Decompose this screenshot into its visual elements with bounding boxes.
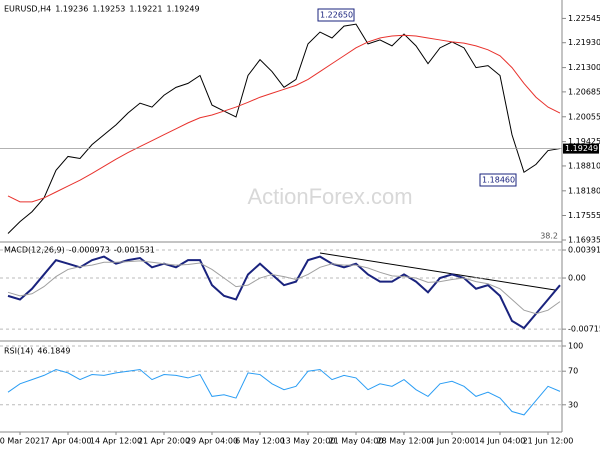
x-tick-label: 13 May 20:00 — [281, 437, 336, 446]
x-tick-label: 14 Jun 04:00 — [475, 437, 526, 446]
y-tick-label: 30 — [568, 400, 578, 409]
annotation-box — [317, 8, 355, 22]
current-price-box — [563, 143, 599, 154]
header-value: 1.19221 — [129, 5, 162, 14]
y-tick-label: 1.21930 — [568, 38, 600, 47]
y-tick-label: -0.007152 — [568, 325, 600, 334]
annotation: 1.18460 — [482, 176, 515, 185]
level-label: 38.2 — [540, 232, 558, 241]
panel-header: MACD(12,26,9) — [4, 246, 65, 255]
header-value: -0.000973 — [69, 246, 110, 255]
watermark: ActionForex.com — [247, 184, 412, 209]
x-tick-label: 29 Apr 04:00 — [186, 437, 238, 446]
header-value: 1.19236 — [55, 5, 88, 14]
x-tick-label: 28 May 12:00 — [377, 437, 432, 446]
x-tick-label: 6 May 12:00 — [235, 437, 285, 446]
y-tick-label: 70 — [568, 367, 578, 376]
x-tick-label: 30 Mar 2021 — [0, 437, 45, 446]
x-tick-label: 21 Apr 20:00 — [138, 437, 190, 446]
series-line — [7, 23, 561, 234]
y-tick-label: 1.18810 — [568, 161, 600, 170]
x-tick-label: 21 Jun 12:00 — [523, 437, 574, 446]
series-line — [7, 255, 561, 330]
panel-header: EURUSD,H4 — [4, 5, 51, 14]
header-value: 46.1849 — [37, 347, 70, 356]
series-line — [7, 368, 561, 416]
y-tick-label: 1.20685 — [568, 87, 600, 96]
annotation-box — [479, 173, 517, 187]
y-tick-label: 1.22545 — [568, 14, 600, 23]
series-line — [7, 34, 561, 203]
x-tick-label: 7 Apr 04:00 — [44, 437, 91, 446]
panel-header: RSI(14) — [4, 347, 33, 356]
y-tick-label: 1.21300 — [568, 63, 600, 72]
y-tick-label: 1.18180 — [568, 186, 600, 195]
header-value: 1.19253 — [92, 5, 125, 14]
annotation: 1.22650 — [320, 11, 353, 20]
x-tick-label: 21 May 04:00 — [329, 437, 384, 446]
y-tick-label: 0.00 — [568, 274, 586, 283]
trend-line — [319, 252, 556, 291]
y-tick-label: 1.16935 — [568, 236, 600, 245]
header-value: -0.001531 — [114, 246, 155, 255]
x-tick-label: 14 Apr 12:00 — [90, 437, 142, 446]
current-price-label: 1.19249 — [565, 144, 598, 153]
header-value: 1.19249 — [167, 5, 200, 14]
y-tick-label: 0.003917 — [568, 246, 600, 255]
series-line — [7, 260, 561, 315]
y-tick-label: 1.19425 — [568, 137, 600, 146]
x-tick-label: 4 Jun 20:00 — [429, 437, 475, 446]
y-tick-label: 1.17555 — [568, 211, 600, 220]
y-tick-label: 100 — [568, 342, 583, 351]
y-tick-label: 1.20055 — [568, 112, 600, 121]
